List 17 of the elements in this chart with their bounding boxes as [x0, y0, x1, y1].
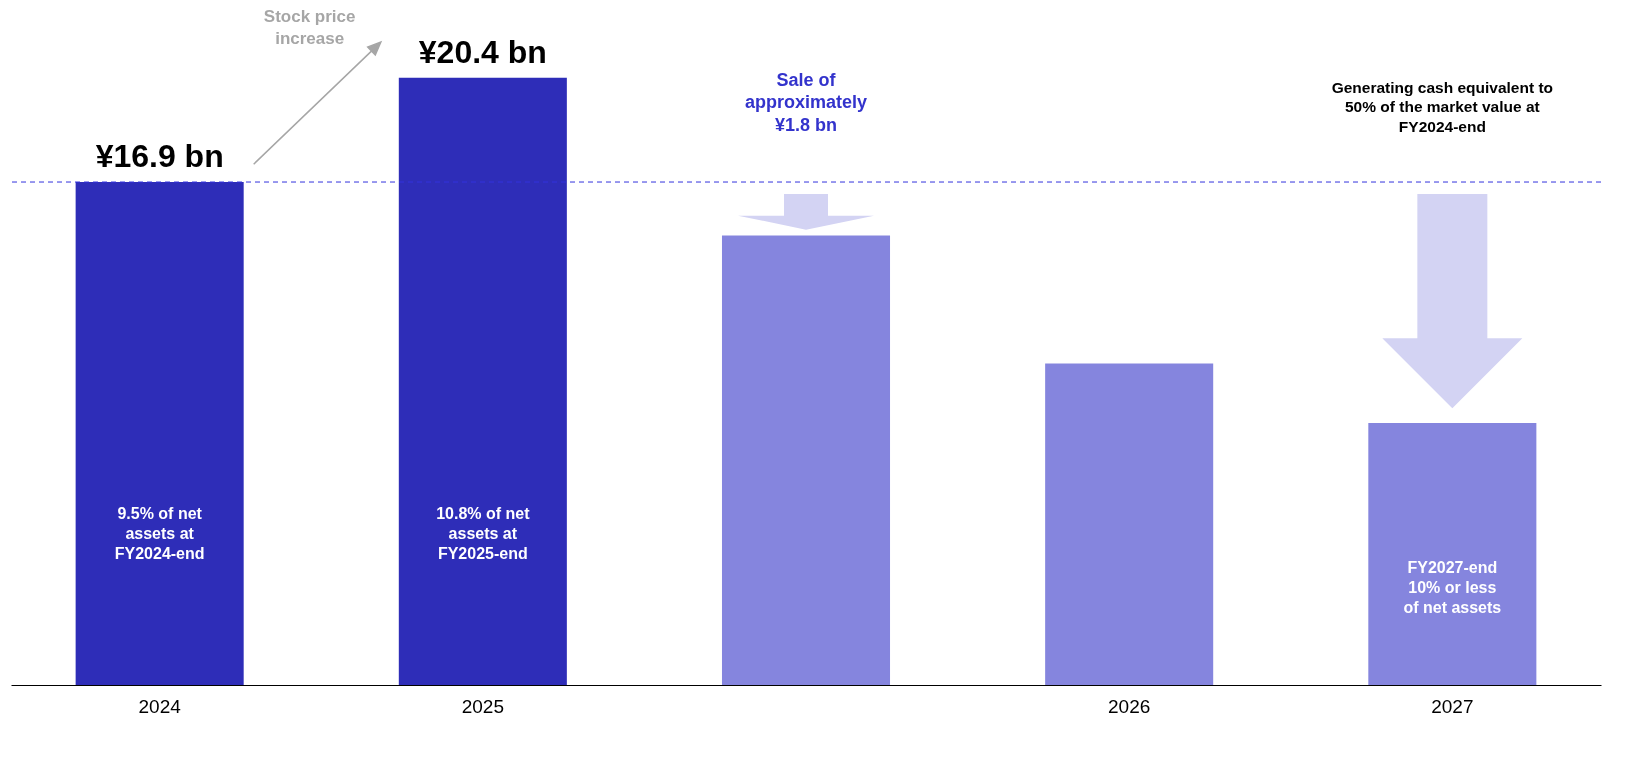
bar	[721, 235, 891, 685]
annotation: Sale of approximately ¥1.8 bn	[744, 69, 868, 135]
bar	[398, 77, 567, 685]
annotation: 9.5% of net assets at FY2024-end	[114, 505, 205, 563]
annotation: 10.8% of net assets at FY2025-end	[436, 505, 531, 563]
x-tick-label: 2027	[1431, 695, 1474, 717]
annotation: FY2027-end 10% or less of net assets	[1403, 559, 1502, 616]
data-label: ¥16.9 bn	[95, 138, 224, 175]
bar	[1368, 423, 1537, 685]
bar	[75, 182, 244, 685]
bar	[1045, 363, 1214, 685]
x-tick-label: 2025	[461, 695, 504, 717]
annotation: Generating cash equivalent to 50% of the market value at FY2024-end	[1331, 78, 1554, 135]
data-label: ¥20.4 bn	[418, 33, 547, 70]
text: Stock price increase	[263, 7, 356, 48]
x-tick-label: 2026	[1108, 695, 1151, 717]
x-tick-label: 2024	[138, 695, 182, 717]
